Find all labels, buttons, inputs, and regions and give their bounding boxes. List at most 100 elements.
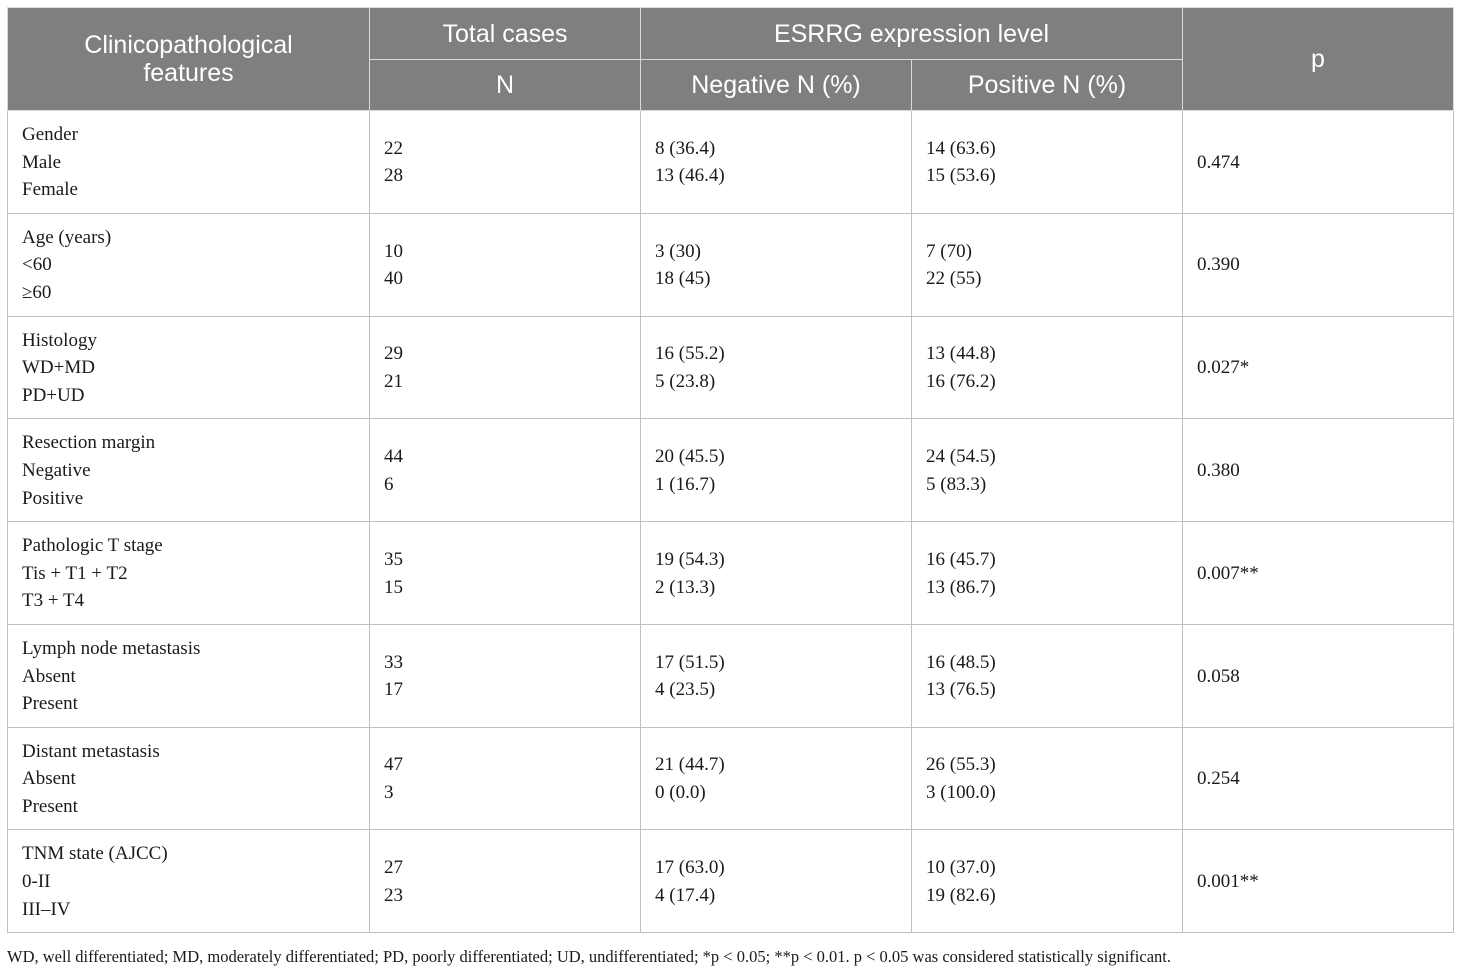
p-value-spacer [1197,485,1439,513]
negative-cell-line: 17 (51.5) [655,651,725,673]
total-cell-line: 17 [384,679,403,701]
positive-cell-line: 5 (83.3) [926,473,987,495]
feature-cell-line: Negative [22,459,91,481]
p-value: 0.254 [1197,768,1240,790]
positive-cell-line: 19 (82.6) [926,884,996,906]
p-value-spacer [1197,121,1439,149]
negative-cell-line: 2 (13.3) [655,576,716,598]
feature-cell: Distant metastasis Absent Present [7,726,370,831]
header-positive: Positive N (%) [911,59,1183,111]
header-p: p [1182,7,1454,111]
total-cell-line: 22 [384,137,403,159]
feature-cell-line: Gender [22,124,78,145]
total-cell-line: 23 [384,884,403,906]
positive-cell-line: 15 (53.6) [926,165,996,187]
feature-cell-line: TNM state (AJCC) [22,843,168,865]
table-row: Age (years) <60 ≥60 10 40 3 (30) 18 (45) 7 (70)… [7,212,1454,317]
positive-cell: 13 (44.8) 16 (76.2) [911,315,1183,420]
feature-cell-line: ≥60 [22,281,52,303]
total-cell: 10 40 [369,212,641,317]
total-cell-line: 15 [384,576,403,598]
negative-cell: 19 (54.3) 2 (13.3) [640,521,912,625]
positive-cell-line: 16 (48.5) [926,651,996,673]
p-value: 0.380 [1197,459,1240,481]
positive-cell-line: 13 (76.5) [926,679,996,701]
p-value-cell: 0.390 [1182,212,1454,317]
total-cell: 22 28 [369,110,641,214]
feature-cell-line: Present [22,795,78,817]
total-cell-line: 47 [384,754,403,776]
negative-cell: 17 (63.0) 4 (17.4) [640,829,912,934]
feature-cell: Age (years) <60 ≥60 [7,212,370,317]
total-cell-line: 3 [384,782,394,804]
negative-cell-line: 3 (30) [655,240,701,262]
feature-cell-line: Tis + T1 + T2 [22,562,128,584]
negative-cell-line: 18 (45) [655,268,711,290]
total-cell-line: 44 [384,446,403,468]
negative-cell: 17 (51.5) 4 (23.5) [640,623,912,728]
feature-cell-line: Present [22,693,78,715]
p-value-spacer [1197,327,1439,355]
negative-cell-line: 5 (23.8) [655,370,716,392]
total-cell: 35 15 [369,521,641,625]
p-value-cell: 0.380 [1182,418,1454,523]
positive-cell-line: 24 (54.5) [926,446,996,468]
feature-cell-line: Positive [22,487,84,509]
feature-cell: Pathologic T stage Tis + T1 + T2 T3 + T4 [7,521,370,625]
feature-cell: Resection margin Negative Positive [7,418,370,523]
feature-cell-line: Absent [22,665,76,687]
p-value-spacer [1197,382,1439,410]
positive-cell-line: 10 (37.0) [926,857,996,879]
total-cell: 27 23 [369,829,641,934]
feature-cell-line: Distant metastasis [22,740,160,762]
negative-cell-line: 19 (54.3) [655,548,725,570]
total-cell: 47 3 [369,726,641,831]
feature-cell-line: Absent [22,768,76,790]
negative-cell: 21 (44.7) 0 (0.0) [640,726,912,831]
negative-cell: 16 (55.2) 5 (23.8) [640,315,912,420]
p-value: 0.027* [1197,357,1250,379]
feature-cell: Gender Male Female [7,110,370,214]
p-value-spacer [1197,738,1439,766]
feature-cell-line: <60 [22,254,52,276]
feature-cell-line: WD+MD [22,357,95,379]
positive-cell-line: 13 (44.8) [926,343,996,365]
header-total-cases: Total cases [369,7,641,60]
feature-cell-line: Male [22,151,62,173]
p-value-cell: 0.474 [1182,110,1454,214]
p-value-cell: 0.007** [1182,521,1454,625]
feature-cell-line: Histology [22,329,97,351]
table-row: Gender Male Female 22 28 8 (36.4) 13 (46.4) 14 … [7,110,1454,214]
feature-cell-line: Age (years) [22,226,112,248]
data-table-container: Clinicopathological features Total cases… [7,7,1454,934]
p-value-cell: 0.058 [1182,623,1454,728]
negative-cell-line: 4 (23.5) [655,679,716,701]
positive-cell: 14 (63.6) 15 (53.6) [911,110,1183,214]
header-expression-level: ESRRG expression level [640,7,1183,60]
feature-cell: Lymph node metastasis Absent Present [7,623,370,728]
table-footnote: WD, well differentiated; MD, moderately … [7,947,1171,966]
positive-cell-line: 13 (86.7) [926,576,996,598]
feature-cell-line: T3 + T4 [22,590,85,612]
p-value-spacer [1197,690,1439,718]
positive-cell: 16 (48.5) 13 (76.5) [911,623,1183,728]
table-row: Distant metastasis Absent Present 47 3 21 (44… [7,726,1454,831]
p-value-spacer [1197,793,1439,821]
header-negative: Negative N (%) [640,59,912,111]
total-cell-line: 35 [384,548,403,570]
p-value: 0.058 [1197,665,1240,687]
feature-cell: TNM state (AJCC) 0-II III–IV [7,829,370,934]
negative-cell-line: 0 (0.0) [655,782,706,804]
negative-cell-line: 21 (44.7) [655,754,725,776]
p-value-cell: 0.001** [1182,829,1454,934]
negative-cell-line: 1 (16.7) [655,473,716,495]
table-row: Pathologic T stage Tis + T1 + T2 T3 + T4 35… [7,521,1454,625]
positive-cell: 10 (37.0) 19 (82.6) [911,829,1183,934]
p-value: 0.474 [1197,151,1240,173]
total-cell-line: 10 [384,240,403,262]
p-value: 0.001** [1197,871,1259,893]
total-cell: 44 6 [369,418,641,523]
negative-cell: 8 (36.4) 13 (46.4) [640,110,912,214]
total-cell-line: 27 [384,857,403,879]
total-cell-line: 33 [384,651,403,673]
